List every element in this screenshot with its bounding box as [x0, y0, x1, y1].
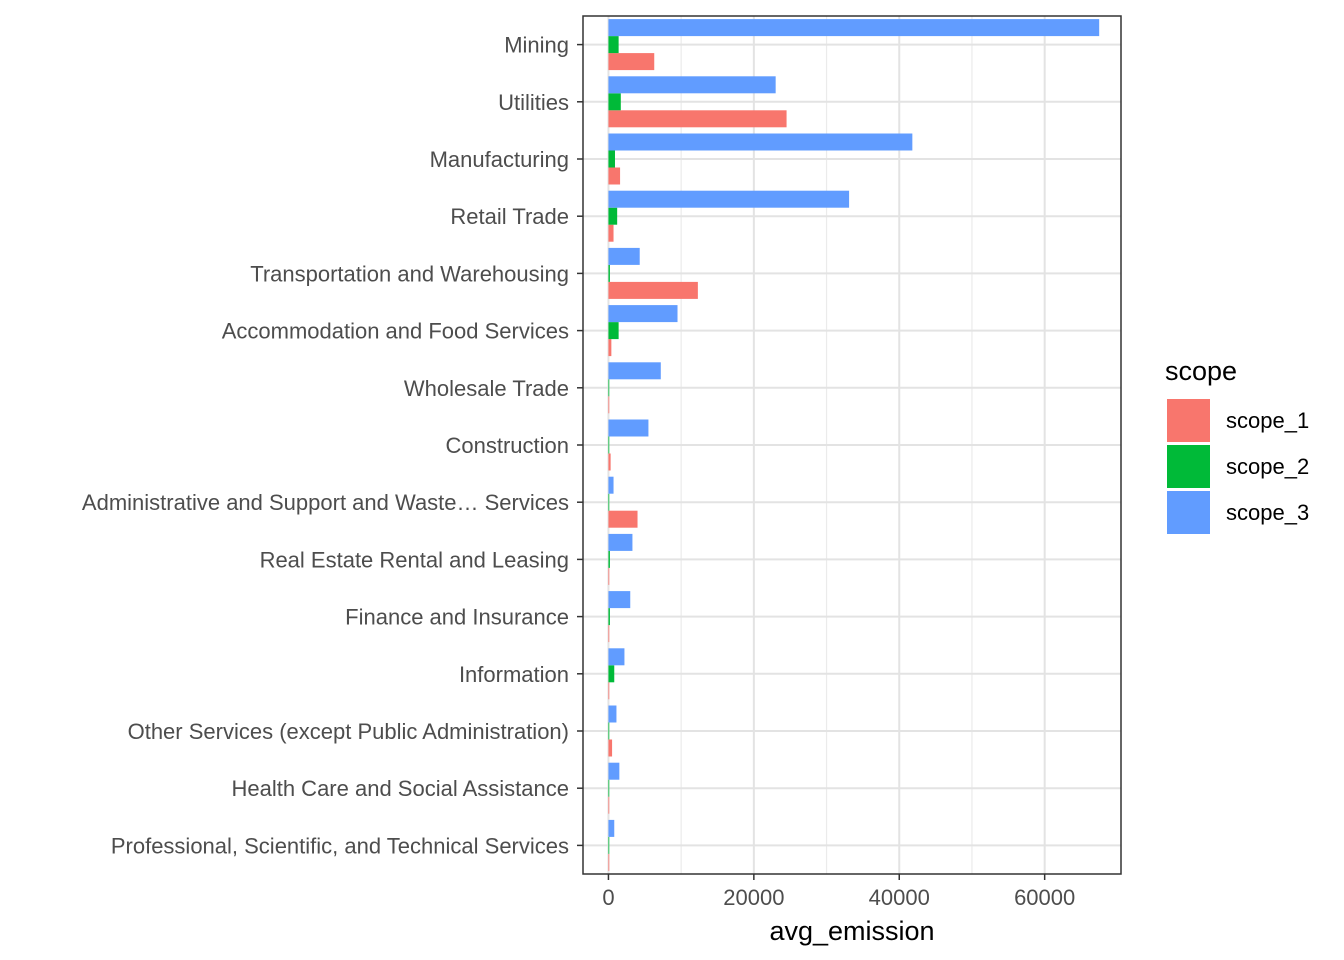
bar-scope_3	[608, 362, 661, 380]
bar-scope_2	[608, 779, 610, 797]
bar-scope_2	[608, 722, 610, 740]
x-tick-label: 0	[602, 885, 614, 910]
x-tick-label: 20000	[723, 885, 784, 910]
bar-scope_1	[608, 53, 655, 71]
bar-scope_1	[608, 453, 611, 471]
bar-scope_2	[608, 264, 610, 282]
bar-scope_3	[608, 419, 649, 437]
bar-scope_3	[608, 305, 678, 323]
x-tick-label: 60000	[1014, 885, 1075, 910]
bar-scope_3	[608, 190, 850, 208]
bar-scope_3	[608, 247, 640, 265]
category-label: Wholesale Trade	[404, 376, 569, 401]
bar-scope_2	[608, 665, 615, 683]
bar-scope_3	[608, 19, 1100, 37]
legend-label-scope_2: scope_2	[1226, 454, 1309, 479]
category-label: Administrative and Support and Waste… Se…	[82, 490, 569, 515]
bar-scope_1	[608, 625, 610, 643]
bar-scope_1	[608, 853, 610, 871]
bar-scope_1	[608, 110, 787, 128]
category-label: Health Care and Social Assistance	[231, 776, 569, 801]
bar-scope_3	[608, 476, 614, 494]
bar-scope_2	[608, 836, 610, 854]
bar-scope_2	[608, 322, 619, 340]
bar-scope_2	[608, 207, 618, 225]
legend: scope scope_1 scope_2 scope_3	[1165, 356, 1309, 534]
bar-scope_1	[608, 567, 610, 585]
bar-scope_3	[608, 705, 617, 723]
bar-scope_2	[608, 436, 610, 454]
x-axis-title: avg_emission	[769, 916, 934, 946]
x-tick-label: 40000	[869, 885, 930, 910]
bar-scope_2	[608, 36, 619, 54]
bar-scope_2	[608, 93, 621, 111]
legend-key-scope_2	[1167, 445, 1210, 488]
category-label: Transportation and Warehousing	[250, 261, 569, 286]
legend-title: scope	[1165, 356, 1237, 386]
bar-scope_1	[608, 167, 621, 185]
bar-scope_3	[608, 133, 913, 151]
bar-scope_1	[608, 739, 613, 757]
bar-scope_1	[608, 339, 612, 357]
category-label: Utilities	[498, 90, 569, 115]
bar-scope_1	[608, 682, 610, 700]
legend-label-scope_1: scope_1	[1226, 408, 1309, 433]
category-label: Accommodation and Food Services	[222, 319, 569, 344]
bar-scope_3	[608, 762, 620, 780]
bar-scope_3	[608, 76, 776, 94]
bar-scope_1	[608, 224, 614, 242]
category-label: Other Services (except Public Administra…	[128, 719, 569, 744]
x-axis: 0 20000 40000 60000	[602, 874, 1075, 910]
legend-key-scope_3	[1167, 491, 1210, 534]
legend-label-scope_3: scope_3	[1226, 500, 1309, 525]
bar-scope_3	[608, 591, 631, 609]
category-label: Retail Trade	[450, 204, 569, 229]
grid	[583, 16, 1121, 874]
bar-scope_2	[608, 493, 610, 511]
category-label: Information	[459, 662, 569, 687]
legend-items: scope_1 scope_2 scope_3	[1167, 399, 1309, 534]
bar-scope_3	[608, 648, 625, 666]
category-label: Professional, Scientific, and Technical …	[111, 833, 569, 858]
category-label: Finance and Insurance	[345, 605, 569, 630]
bars	[608, 19, 1100, 871]
bar-scope_1	[608, 396, 610, 414]
bar-scope_2	[608, 150, 615, 168]
category-label: Mining	[504, 33, 569, 58]
y-axis: Mining Utilities Manufacturing Retail Trade…	[82, 33, 583, 858]
bar-scope_2	[608, 608, 610, 626]
bar-scope_1	[608, 796, 610, 814]
legend-key-scope_1	[1167, 399, 1210, 442]
bar-scope_1	[608, 281, 698, 299]
bar-scope_3	[608, 819, 615, 837]
bar-scope_3	[608, 533, 633, 551]
category-label: Manufacturing	[430, 147, 569, 172]
bar-scope_2	[608, 550, 610, 568]
bar-scope_2	[608, 379, 610, 397]
bar-scope_1	[608, 510, 638, 528]
category-label: Construction	[445, 433, 569, 458]
category-label: Real Estate Rental and Leasing	[260, 547, 569, 572]
